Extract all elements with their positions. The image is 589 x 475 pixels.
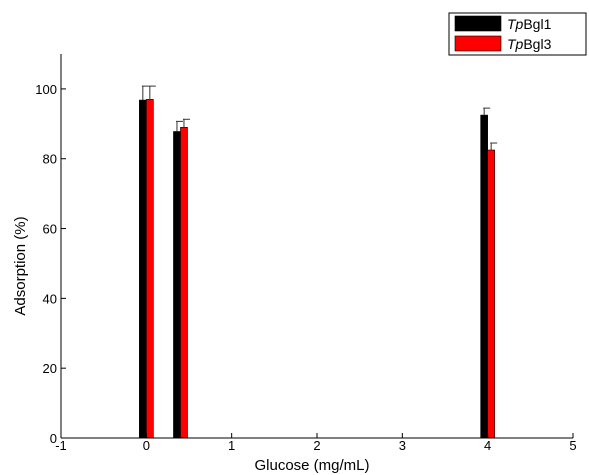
y-axis-title: Adsorption (%) [12, 216, 29, 315]
bar-TpBgl1-0 [139, 99, 147, 439]
x-tick-label: 3 [399, 438, 406, 453]
bar-TpBgl1-2 [480, 114, 488, 439]
axes-layer [60, 54, 573, 439]
legend-swatch-TpBgl3 [454, 35, 502, 52]
bar-TpBgl3-1 [180, 127, 188, 439]
y-tick-label: 0 [50, 431, 57, 446]
y-tick-label: 80 [43, 152, 57, 167]
legend-label-italic: Tp [507, 16, 524, 32]
y-tick-label: 100 [35, 82, 57, 97]
x-tick-label: 5 [569, 438, 576, 453]
legend-label-TpBgl1: TpBgl1 [507, 16, 552, 32]
x-tick-label: 0 [143, 438, 150, 453]
bar-TpBgl1-1 [173, 131, 181, 439]
legend-label-TpBgl3: TpBgl3 [507, 36, 552, 52]
legend-label-rest: Bgl1 [523, 16, 551, 32]
x-tick-label: 1 [228, 438, 235, 453]
y-tick-label: 40 [43, 291, 57, 306]
x-tick-label: 2 [313, 438, 320, 453]
bar-TpBgl3-0 [146, 99, 154, 439]
bars-layer [139, 85, 498, 439]
legend-label-italic: Tp [507, 36, 524, 52]
bar-TpBgl3-2 [487, 149, 495, 439]
legend-label-rest: Bgl3 [523, 36, 551, 52]
x-tick-label: -1 [55, 438, 67, 453]
x-axis-title: Glucose (mg/mL) [254, 457, 369, 474]
y-tick-label: 20 [43, 361, 57, 376]
y-tick-label: 60 [43, 222, 57, 237]
legend-swatch-TpBgl1 [454, 15, 502, 32]
x-tick-label: 4 [484, 438, 491, 453]
